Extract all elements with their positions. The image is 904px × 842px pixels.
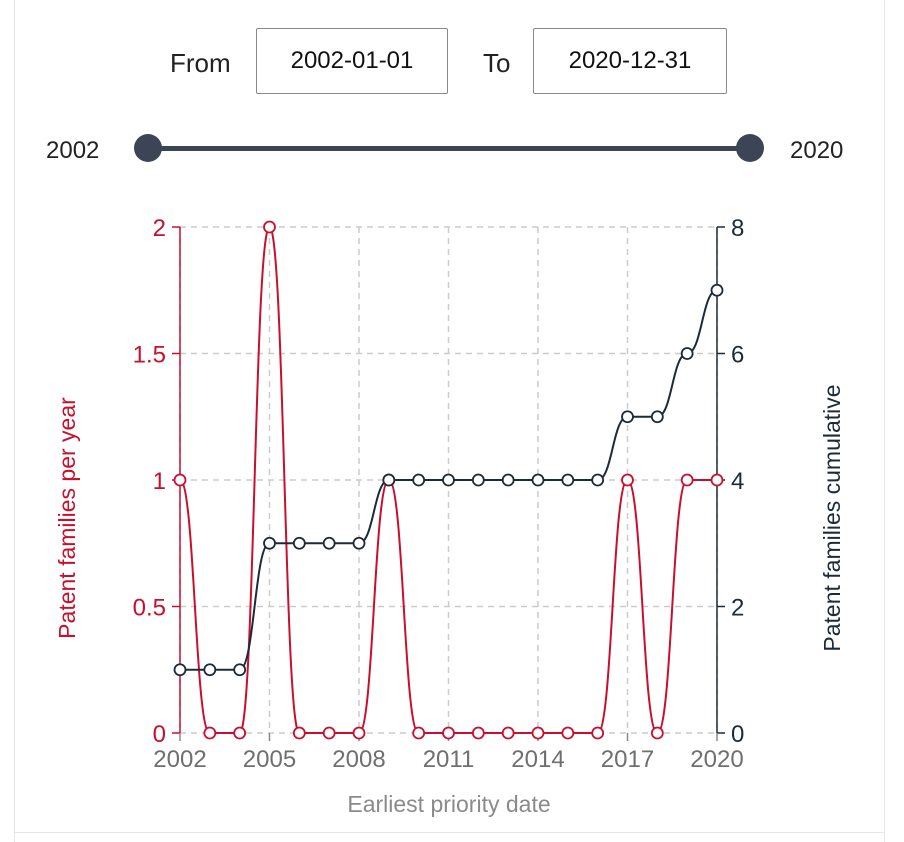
panel-border-right — [884, 0, 885, 842]
series — [173, 220, 724, 740]
slider-min-label: 2002 — [46, 137, 100, 164]
to-date-input[interactable] — [533, 28, 727, 94]
cumulative-point — [561, 473, 575, 487]
panel-border-left — [14, 0, 15, 842]
cumulative-point — [322, 536, 336, 550]
cumulative-point — [531, 473, 545, 487]
cumulative-point — [352, 536, 366, 550]
right-tick-label: 8 — [731, 215, 744, 242]
cumulative-point — [292, 536, 306, 550]
per-year-point — [621, 473, 634, 487]
left-tick-label: 0 — [153, 721, 166, 748]
per-year-point — [471, 726, 485, 740]
panel-border-bottom — [14, 832, 885, 833]
per-year-point — [233, 726, 247, 740]
per-year-point — [292, 726, 306, 740]
cumulative-point — [382, 473, 396, 487]
right-tick-label: 4 — [731, 468, 744, 495]
cumulative-point — [173, 663, 187, 677]
slider-max-label: 2020 — [790, 137, 844, 164]
left-tick-label: 1.5 — [133, 342, 166, 369]
left-tick-label: 0.5 — [133, 595, 166, 622]
cumulative-point — [680, 347, 694, 360]
per-year-point — [412, 726, 426, 740]
per-year-point — [650, 726, 664, 740]
right-tick-label: 2 — [731, 595, 744, 622]
x-tick-label: 2017 — [601, 746, 654, 773]
x-tick-label: 2005 — [243, 746, 296, 773]
cumulative-point — [621, 410, 634, 424]
cumulative-point — [203, 663, 217, 677]
x-tick-label: 2011 — [423, 746, 475, 773]
date-range-filter: From To — [0, 28, 904, 98]
cumulative-point — [650, 410, 664, 424]
left-axis-title: Patent families per year — [54, 397, 80, 639]
year-range-slider: 2002 2020 — [0, 130, 904, 170]
cumulative-point — [591, 473, 605, 487]
cumulative-point — [263, 536, 276, 550]
axes: 0 0.5 1 1.5 2 0 2 4 6 8 2002 2005 2008 2011 2014 2017 20… — [133, 215, 745, 773]
x-tick-label: 2020 — [690, 746, 743, 773]
cumulative-point — [412, 473, 426, 487]
cumulative-point — [442, 473, 455, 487]
x-tick-label: 2014 — [511, 746, 564, 773]
left-tick-label: 1 — [153, 468, 166, 495]
per-year-point — [501, 726, 515, 740]
per-year-point — [322, 726, 336, 740]
right-tick-label: 0 — [731, 721, 744, 748]
to-label: To — [483, 48, 511, 78]
cumulative-point — [471, 473, 485, 487]
from-label: From — [170, 48, 231, 78]
cumulative-point — [710, 283, 724, 297]
per-year-point — [591, 726, 605, 740]
slider-track[interactable] — [148, 146, 750, 151]
per-year-point — [710, 473, 724, 487]
per-year-line — [179, 225, 717, 735]
x-tick-label: 2008 — [332, 746, 385, 773]
per-year-point — [173, 473, 187, 487]
slider-handle-end[interactable] — [736, 134, 764, 162]
left-tick-label: 2 — [153, 215, 166, 242]
slider-handle-start[interactable] — [134, 134, 162, 162]
cumulative-point — [501, 473, 515, 487]
per-year-point — [680, 473, 694, 487]
cumulative-point — [233, 663, 247, 677]
from-date-input[interactable] — [256, 28, 448, 94]
per-year-point — [561, 726, 575, 740]
right-tick-label: 6 — [731, 342, 744, 369]
per-year-point — [263, 220, 276, 234]
x-tick-label: 2002 — [153, 746, 206, 773]
right-axis-title: Patent families cumulative — [819, 384, 845, 651]
per-year-point — [352, 726, 366, 740]
x-axis-title: Earliest priority date — [347, 791, 550, 817]
per-year-point — [531, 726, 545, 740]
per-year-point — [203, 726, 217, 740]
per-year-point — [442, 726, 455, 740]
